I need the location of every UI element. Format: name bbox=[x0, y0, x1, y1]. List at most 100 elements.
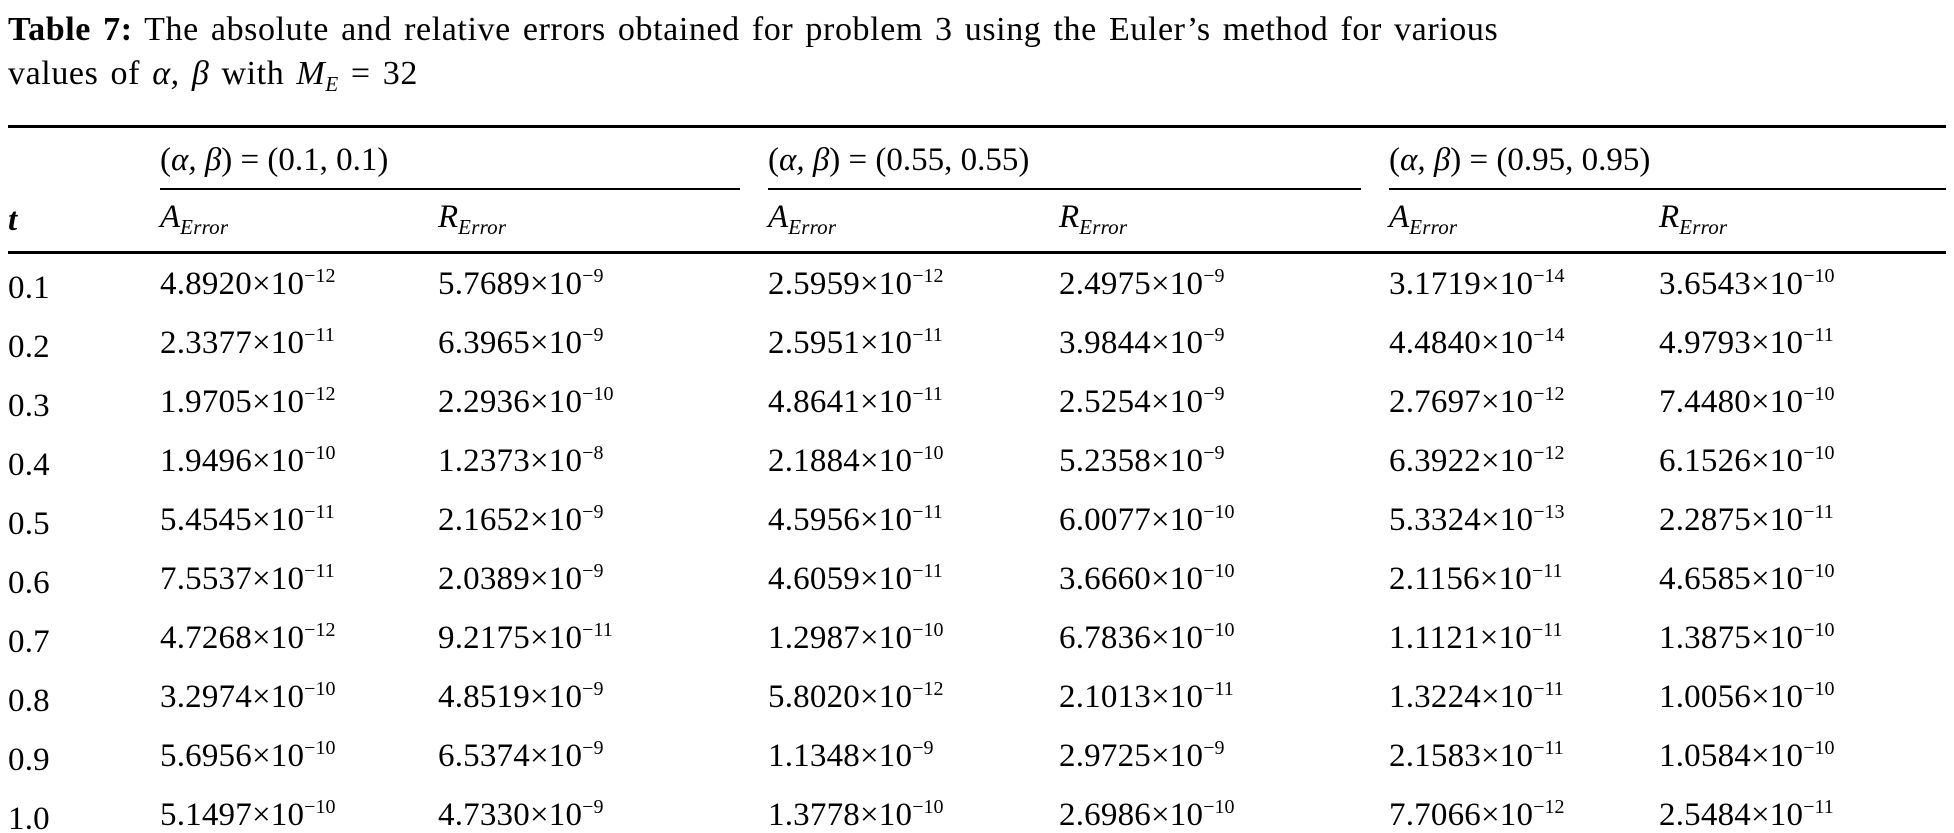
cell-t-value: 0.8 bbox=[8, 683, 50, 719]
exponent: −10 bbox=[1803, 264, 1835, 287]
exponent: −9 bbox=[582, 559, 604, 582]
exponent: −12 bbox=[1533, 795, 1565, 818]
cell-absolute-error: 5.1497×10−10 bbox=[160, 795, 336, 833]
exponent: −11 bbox=[912, 323, 943, 346]
cell-absolute-error: 2.1583×10−11 bbox=[1389, 736, 1564, 774]
group-header-2: (α, β) = (0.55, 0.55) bbox=[768, 127, 1389, 190]
cell-relative-error: 2.9725×10−9 bbox=[1059, 736, 1225, 774]
caption-alpha-beta: α, β bbox=[152, 55, 210, 92]
cell-absolute-error: 2.1884×10−10 bbox=[768, 441, 944, 479]
group-2-values: (0.55, 0.55) bbox=[875, 142, 1030, 178]
exponent: −9 bbox=[582, 500, 604, 523]
cell-t-value: 0.5 bbox=[8, 506, 50, 542]
cell-absolute-error: 2.3377×10−11 bbox=[160, 323, 335, 361]
exponent: −11 bbox=[304, 559, 335, 582]
table-row: 0.3 1.9705×10−12 2.2936×10−10 4.8641×10−11 2… bbox=[8, 372, 1946, 431]
col-header-r-error-2: RError bbox=[1059, 190, 1390, 254]
col-header-r-error-1: RError bbox=[438, 190, 769, 254]
cell-t-value: 0.9 bbox=[8, 742, 50, 778]
exponent: −10 bbox=[1203, 618, 1235, 641]
cell-relative-error: 4.9793×10−11 bbox=[1659, 323, 1834, 361]
cell-absolute-error: 4.8920×10−12 bbox=[160, 264, 336, 302]
exponent: −11 bbox=[912, 382, 943, 405]
cell-relative-error: 3.6660×10−10 bbox=[1059, 559, 1235, 597]
table-row: 0.2 2.3377×10−11 6.3965×10−9 2.5951×10−11 3.… bbox=[8, 313, 1946, 372]
cell-absolute-error: 1.3224×10−11 bbox=[1389, 677, 1564, 715]
cell-absolute-error: 1.3778×10−10 bbox=[768, 795, 944, 833]
exponent: −9 bbox=[1203, 264, 1225, 287]
exponent: −9 bbox=[912, 736, 934, 759]
cell-relative-error: 1.3875×10−10 bbox=[1659, 618, 1835, 656]
exponent: −10 bbox=[912, 441, 944, 464]
exponent: −11 bbox=[1533, 736, 1564, 759]
cell-relative-error: 6.5374×10−9 bbox=[438, 736, 604, 774]
col-header-a-error-1: AError bbox=[160, 190, 438, 254]
alpha-beta-symbol: α, β bbox=[171, 142, 222, 178]
col-header-r-error-3: RError bbox=[1659, 190, 1947, 254]
exponent: −9 bbox=[582, 264, 604, 287]
column-header-row: t AError RError AError RError AError REr… bbox=[8, 190, 1947, 254]
alpha-beta-symbol: α, β bbox=[1400, 142, 1451, 178]
exponent: −8 bbox=[582, 441, 604, 464]
exponent: −12 bbox=[912, 264, 944, 287]
table-caption: Table 7: The absolute and relative error… bbox=[8, 8, 1944, 99]
exponent: −9 bbox=[582, 795, 604, 818]
exponent: −13 bbox=[1533, 500, 1565, 523]
exponent: −12 bbox=[304, 382, 336, 405]
cell-absolute-error: 7.7066×10−12 bbox=[1389, 795, 1565, 833]
cell-relative-error: 2.1652×10−9 bbox=[438, 500, 604, 538]
error-table: (α, β) = (0.1, 0.1) (α, β) = (0.55, 0.55… bbox=[8, 125, 1947, 833]
cell-relative-error: 5.7689×10−9 bbox=[438, 264, 604, 302]
col-header-t: t bbox=[8, 190, 160, 254]
exponent: −9 bbox=[1203, 323, 1225, 346]
table-row: 0.1 4.8920×10−12 5.7689×10−9 2.5959×10−12 2.… bbox=[8, 253, 1946, 314]
exponent: −11 bbox=[912, 559, 943, 582]
exponent: −9 bbox=[582, 677, 604, 700]
cell-relative-error: 1.0056×10−10 bbox=[1659, 677, 1835, 715]
exponent: −12 bbox=[304, 264, 336, 287]
exponent: −10 bbox=[1803, 441, 1835, 464]
group-header-empty bbox=[8, 127, 160, 191]
exponent: −11 bbox=[1531, 618, 1563, 641]
exponent: −10 bbox=[1803, 559, 1835, 582]
exponent: −9 bbox=[582, 323, 604, 346]
exponent: −11 bbox=[1533, 677, 1564, 700]
cell-relative-error: 9.2175×10−11 bbox=[438, 618, 613, 656]
exponent: −11 bbox=[304, 500, 335, 523]
caption-text-line1: The absolute and relative errors obtaine… bbox=[132, 11, 1499, 48]
exponent: −10 bbox=[582, 382, 614, 405]
cell-t-value: 0.1 bbox=[8, 270, 50, 306]
cell-relative-error: 2.4975×10−9 bbox=[1059, 264, 1225, 302]
group-header-1: (α, β) = (0.1, 0.1) bbox=[160, 127, 768, 190]
cell-relative-error: 2.0389×10−9 bbox=[438, 559, 604, 597]
cell-absolute-error: 1.1121×10−11 bbox=[1389, 618, 1563, 656]
group-header-row: (α, β) = (0.1, 0.1) (α, β) = (0.55, 0.55… bbox=[8, 127, 1947, 191]
table-row: 0.7 4.7268×10−12 9.2175×10−11 1.2987×10−10 6… bbox=[8, 608, 1946, 667]
exponent: −12 bbox=[1533, 382, 1565, 405]
cell-relative-error: 3.9844×10−9 bbox=[1059, 323, 1225, 361]
table-row: 0.6 7.5537×10−11 2.0389×10−9 4.6059×10−11 3.… bbox=[8, 549, 1946, 608]
cell-absolute-error: 4.6059×10−11 bbox=[768, 559, 943, 597]
cell-t-value: 0.2 bbox=[8, 329, 50, 365]
exponent: −9 bbox=[1203, 736, 1225, 759]
exponent: −10 bbox=[1803, 677, 1835, 700]
exponent: −11 bbox=[1803, 500, 1834, 523]
cell-absolute-error: 1.1348×10−9 bbox=[768, 736, 934, 774]
cell-relative-error: 6.3965×10−9 bbox=[438, 323, 604, 361]
exponent: −10 bbox=[304, 736, 336, 759]
cell-absolute-error: 2.7697×10−12 bbox=[1389, 382, 1565, 420]
cell-t-value: 0.7 bbox=[8, 624, 50, 660]
exponent: −9 bbox=[1203, 382, 1225, 405]
cell-absolute-error: 3.2974×10−10 bbox=[160, 677, 336, 715]
exponent: −11 bbox=[912, 500, 943, 523]
caption-with: with bbox=[209, 55, 297, 92]
table-row: 0.5 5.4545×10−11 2.1652×10−9 4.5956×10−11 6.… bbox=[8, 490, 1946, 549]
exponent: −10 bbox=[1203, 795, 1235, 818]
cell-absolute-error: 2.5959×10−12 bbox=[768, 264, 944, 302]
cell-absolute-error: 7.5537×10−11 bbox=[160, 559, 335, 597]
group-3-values: (0.95, 0.95) bbox=[1496, 142, 1651, 178]
cell-relative-error: 7.4480×10−10 bbox=[1659, 382, 1835, 420]
exponent: −10 bbox=[304, 677, 336, 700]
cell-relative-error: 2.6986×10−10 bbox=[1059, 795, 1235, 833]
exponent: −11 bbox=[304, 323, 335, 346]
